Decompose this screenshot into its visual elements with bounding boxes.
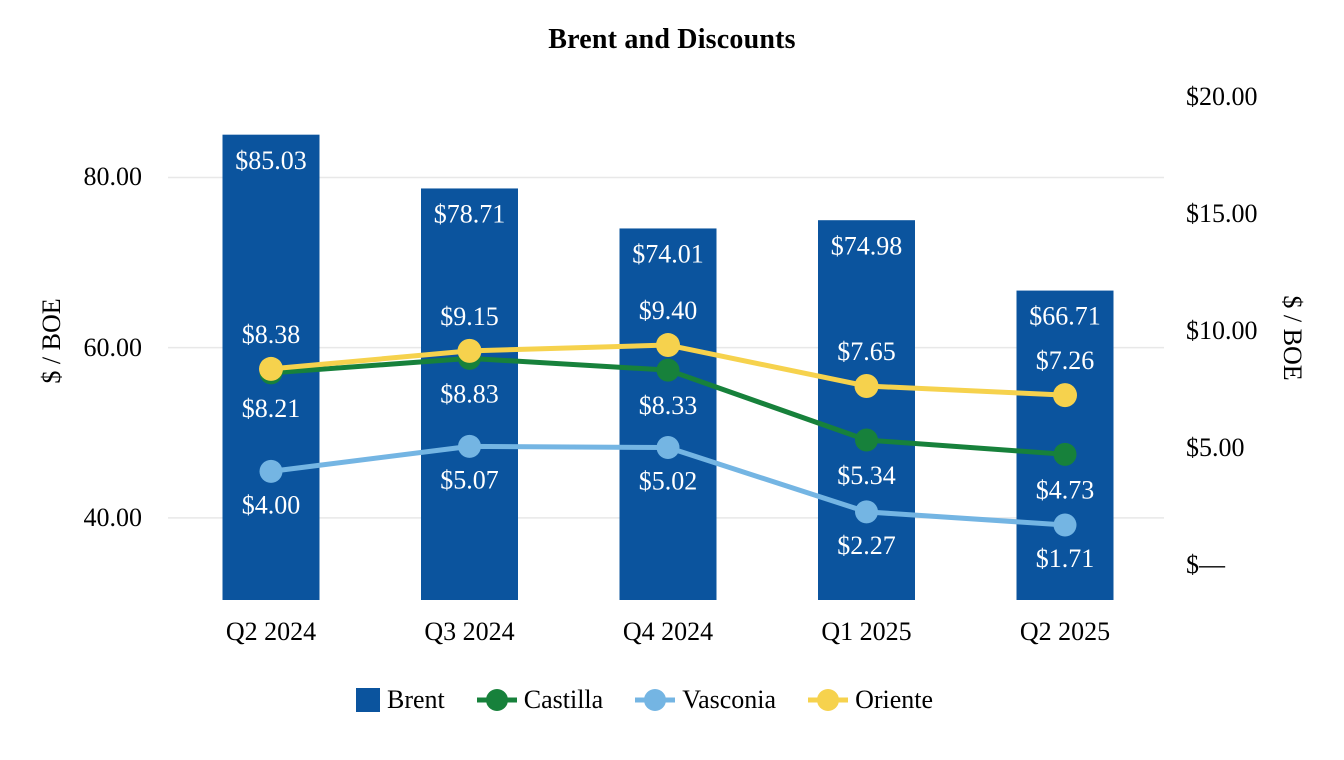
vasconia-data-label: $5.07 [440, 465, 499, 494]
legend: Brent Castilla Vasconia Oriente [356, 686, 933, 714]
right-axis-tick-label: $15.00 [1186, 199, 1258, 228]
oriente-data-label: $9.40 [639, 296, 698, 325]
bar-q3-2024 [421, 188, 518, 600]
vasconia-data-label: $4.00 [242, 491, 301, 520]
x-axis-label-q1-2025: Q1 2025 [821, 617, 912, 646]
bar-data-label: $74.01 [632, 240, 704, 269]
dot-oriente-q4-2024 [656, 333, 680, 358]
vasconia-data-label: $5.02 [639, 467, 698, 496]
legend-item-castilla: Castilla [476, 685, 604, 714]
castilla-data-label: $8.21 [242, 394, 301, 423]
right-axis-tick-label: $20.00 [1186, 82, 1258, 111]
right-axis-tick-label: $— [1186, 550, 1225, 579]
dot-oriente-q2-2025 [1053, 383, 1077, 408]
chart-title: Brent and Discounts [548, 24, 796, 55]
dot-vasconia-q2-2025 [1053, 513, 1077, 537]
legend-label: Vasconia [682, 685, 777, 714]
left-axis-tick-label: 40.00 [83, 502, 143, 532]
bar-data-label: $78.71 [434, 200, 506, 229]
legend-square-icon [356, 688, 380, 712]
castilla-data-label: $5.34 [837, 461, 896, 490]
legend-item-brent: Brent [356, 686, 445, 714]
dot-vasconia-q1-2025 [855, 500, 878, 524]
vasconia-data-label: $1.71 [1036, 544, 1095, 573]
bar-q4-2024 [619, 228, 717, 600]
vasconia-data-label: $2.27 [837, 531, 896, 560]
oriente-data-label: $7.65 [837, 337, 896, 366]
dot-oriente-q1-2025 [854, 373, 879, 398]
oriente-data-label: $9.15 [440, 302, 499, 331]
right-axis-tick-label: $10.00 [1186, 316, 1258, 345]
castilla-data-label: $4.73 [1036, 475, 1095, 504]
dot-castilla-q2-2025 [1053, 442, 1077, 466]
left-axis-tick-label: 60.00 [83, 332, 143, 362]
legend-item-oriente: Oriente [808, 686, 933, 714]
legend-item-vasconia: Vasconia [635, 686, 776, 714]
bar-data-label: $74.98 [831, 231, 903, 260]
dot-vasconia-q4-2024 [656, 436, 680, 460]
legend-line-dot-icon [476, 689, 517, 711]
dot-oriente-q2-2024 [259, 356, 283, 381]
right-axis-tick-label: $5.00 [1186, 433, 1245, 462]
legend-label: Castilla [523, 685, 604, 714]
x-axis-label-q2-2024: Q2 2024 [225, 617, 317, 646]
dot-vasconia-q2-2024 [259, 459, 283, 483]
dot-castilla-q4-2024 [656, 358, 680, 382]
oriente-data-label: $7.26 [1036, 346, 1095, 375]
legend-line-dot-icon [635, 689, 676, 711]
x-axis-label-q4-2024: Q4 2024 [622, 617, 714, 646]
bar-data-label: $85.03 [235, 146, 307, 175]
bar-q1-2025 [818, 220, 915, 600]
x-axis-label-q3-2024: Q3 2024 [424, 617, 515, 646]
legend-label: Brent [387, 685, 445, 714]
castilla-data-label: $8.83 [440, 379, 499, 408]
bar-data-label: $66.71 [1029, 302, 1101, 331]
dot-oriente-q3-2024 [457, 338, 482, 363]
legend-label: Oriente [855, 685, 934, 714]
oriente-data-label: $8.38 [242, 320, 301, 349]
x-axis-label-q2-2025: Q2 2025 [1019, 617, 1111, 646]
left-axis-tick-label: 80.00 [83, 162, 143, 192]
dot-vasconia-q3-2024 [458, 434, 481, 458]
dot-castilla-q1-2025 [855, 428, 878, 452]
castilla-data-label: $8.33 [639, 391, 698, 420]
legend-line-dot-icon [808, 689, 849, 711]
